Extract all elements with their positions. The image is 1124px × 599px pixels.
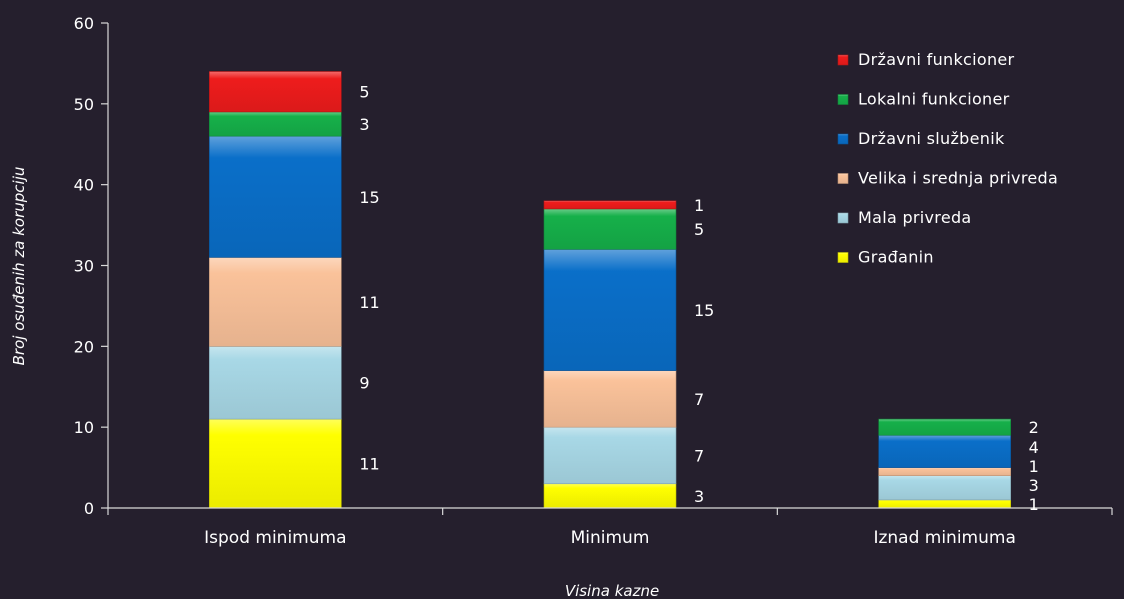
data-label: 3 xyxy=(359,115,369,134)
bar-segment xyxy=(209,346,342,420)
legend-label: Državni službenik xyxy=(858,129,1005,148)
data-label: 5 xyxy=(359,83,369,102)
bar-segment xyxy=(209,257,342,347)
data-label: 11 xyxy=(359,293,379,312)
bar-segment xyxy=(209,418,342,509)
y-tick-label: 40 xyxy=(74,176,94,195)
data-label: 9 xyxy=(359,374,369,393)
bar-segment xyxy=(878,467,1011,476)
legend-label: Lokalni funkcioner xyxy=(858,90,1010,109)
bar-segment xyxy=(209,135,342,258)
legend-label: Državni funkcioner xyxy=(858,50,1015,69)
y-tick-label: 20 xyxy=(74,337,94,356)
legend-swatch xyxy=(837,252,849,263)
data-label: 1 xyxy=(1029,457,1039,476)
y-ticks: 0 10 20 30 40 50 60 xyxy=(74,14,108,518)
legend: Državni funkcioner Lokalni funkcioner Drža… xyxy=(837,50,1058,267)
bar-segment xyxy=(878,434,1011,468)
bar-segment xyxy=(543,208,677,250)
bar-segment xyxy=(543,200,677,210)
category-label: Ispod minimuma xyxy=(204,528,346,548)
data-label: 4 xyxy=(1029,438,1039,457)
bar-segment xyxy=(878,475,1011,501)
x-ticks: Ispod minimuma Minimum Iznad minimuma xyxy=(107,508,1113,548)
bar-segment xyxy=(209,111,342,137)
category-label: Iznad minimuma xyxy=(873,528,1015,548)
bar-segment xyxy=(543,426,677,485)
legend-swatch xyxy=(837,173,849,184)
legend-swatch xyxy=(837,133,849,145)
category-label: Minimum xyxy=(571,528,650,548)
data-label: 15 xyxy=(359,188,379,207)
data-label: 2 xyxy=(1029,418,1039,437)
y-tick-label: 30 xyxy=(74,257,94,276)
data-label: 11 xyxy=(359,455,379,474)
y-tick-label: 0 xyxy=(84,499,94,518)
data-label: 15 xyxy=(694,301,714,320)
bars-layer xyxy=(209,71,1011,509)
y-tick-label: 60 xyxy=(74,14,94,33)
legend-label: Građanin xyxy=(858,248,934,267)
bar-segment xyxy=(209,71,342,113)
data-label: 3 xyxy=(694,487,704,506)
bar-segment xyxy=(543,249,677,371)
legend-label: Mala privreda xyxy=(858,208,972,227)
data-label: 1 xyxy=(694,196,704,215)
bar-segment xyxy=(878,418,1011,436)
legend-label: Velika i srednja privreda xyxy=(858,169,1058,188)
bar-segment xyxy=(878,499,1011,509)
data-label: 3 xyxy=(1029,476,1039,495)
legend-swatch xyxy=(837,212,849,224)
data-label: 5 xyxy=(694,220,704,239)
y-axis-title: Broj osuđenih za korupciju xyxy=(10,167,28,366)
y-tick-label: 10 xyxy=(74,418,94,437)
data-label: 1 xyxy=(1029,495,1039,514)
legend-swatch xyxy=(837,94,849,105)
data-label: 7 xyxy=(694,446,704,465)
bar-segment xyxy=(543,483,677,509)
x-axis-title: Visina kazne xyxy=(565,582,659,599)
legend-swatch xyxy=(837,54,849,66)
y-tick-label: 50 xyxy=(74,95,94,114)
data-label: 7 xyxy=(694,390,704,409)
bar-segment xyxy=(543,370,677,428)
